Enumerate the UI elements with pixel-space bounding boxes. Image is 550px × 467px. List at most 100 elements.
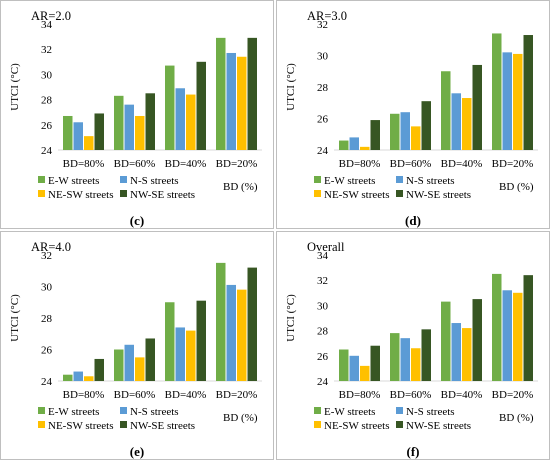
y-tick-label: 32 (41, 44, 52, 56)
y-tick-label: 30 (317, 300, 329, 312)
chart-title: AR=2.0 (31, 9, 71, 23)
panel-label: (d) (405, 213, 421, 228)
x-tick-label: BD=80% (63, 158, 105, 170)
bar (400, 112, 410, 150)
legend-swatch (396, 190, 403, 197)
bar (247, 37, 257, 150)
bar (186, 330, 196, 381)
bar (523, 35, 533, 150)
bar (441, 71, 451, 150)
y-tick-label: 24 (41, 145, 53, 157)
bar (124, 104, 134, 150)
chart-panel: 24 26 28 30 32 34 UTCI (°C) AR=2.0 BD=80% BD=60% B… (0, 0, 274, 229)
bar (63, 374, 73, 381)
legend-swatch (120, 176, 127, 183)
bar (175, 88, 185, 150)
bar (196, 300, 206, 381)
legend-swatch (314, 176, 321, 183)
y-tick-label: 24 (317, 376, 329, 388)
legend-label: E-W streets (48, 175, 99, 187)
y-tick-label: 26 (317, 351, 329, 363)
bar (492, 273, 502, 381)
legend-label: N-S streets (406, 406, 455, 418)
legend-label: NE-SW streets (324, 420, 389, 432)
x-tick-label: BD=80% (339, 389, 381, 401)
y-tick-label: 26 (41, 120, 53, 132)
x-tick-label: BD=40% (441, 389, 483, 401)
legend-swatch (314, 407, 321, 414)
legend-label: NW-SE streets (130, 189, 195, 201)
bar (114, 95, 124, 150)
bar (216, 37, 226, 150)
x-tick-label: BD=60% (390, 158, 432, 170)
bar (400, 338, 410, 381)
x-axis-label: BD (%) (499, 412, 534, 424)
y-tick-label: 34 (317, 250, 329, 262)
bar (349, 137, 359, 150)
legend-label: E-W streets (48, 406, 99, 418)
bar (370, 120, 380, 150)
bar (196, 61, 206, 150)
legend-swatch (38, 421, 45, 428)
bar (135, 115, 145, 150)
legend-swatch (38, 190, 45, 197)
bar (370, 345, 380, 381)
y-tick-label: 30 (41, 282, 53, 294)
legend-label: NE-SW streets (324, 189, 389, 201)
bar (226, 284, 236, 381)
bar (145, 338, 155, 381)
x-tick-label: BD=20% (492, 389, 534, 401)
x-axis-label: BD (%) (223, 181, 258, 193)
x-tick-label: BD=20% (216, 389, 258, 401)
legend-label: N-S streets (130, 406, 179, 418)
bar (135, 357, 145, 381)
legend-label: E-W streets (324, 175, 375, 187)
x-axis-label: BD (%) (499, 181, 534, 193)
y-tick-label: 32 (41, 250, 52, 262)
y-tick-label: 30 (41, 69, 53, 81)
legend-swatch (396, 407, 403, 414)
x-tick-label: BD=60% (390, 389, 432, 401)
legend-label: NE-SW streets (48, 189, 113, 201)
legend-label: E-W streets (324, 406, 375, 418)
chart-panel: 24 26 28 30 32 34 UTCI (°C) Overall BD=80% BD=60%… (276, 231, 550, 460)
x-tick-label: BD=20% (492, 158, 534, 170)
legend-swatch (314, 421, 321, 428)
x-tick-label: BD=60% (114, 389, 156, 401)
y-tick-label: 24 (41, 376, 53, 388)
legend-swatch (314, 190, 321, 197)
x-tick-label: BD=80% (339, 158, 381, 170)
bar (165, 65, 175, 150)
y-tick-label: 26 (41, 345, 53, 357)
legend-label: N-S streets (406, 175, 455, 187)
bar (84, 136, 94, 150)
bar (339, 349, 349, 381)
panel-label: (f) (407, 444, 420, 459)
legend-swatch (396, 176, 403, 183)
y-axis-label: UTCI (°C) (285, 63, 297, 111)
bar (216, 262, 226, 381)
legend-swatch (120, 407, 127, 414)
x-tick-label: BD=60% (114, 158, 156, 170)
y-tick-label: 26 (317, 114, 329, 126)
y-tick-label: 32 (317, 275, 328, 287)
bar (451, 323, 461, 381)
x-tick-label: BD=80% (63, 389, 105, 401)
x-tick-label: BD=40% (441, 158, 483, 170)
legend-swatch (396, 421, 403, 428)
bar (390, 113, 400, 150)
y-tick-label: 28 (41, 313, 53, 325)
y-tick-label: 34 (41, 19, 53, 31)
bar (421, 101, 431, 150)
legend-swatch (120, 190, 127, 197)
y-axis-label: UTCI (°C) (9, 63, 21, 111)
chart-panel: 24 26 28 30 32 UTCI (°C) AR=3.0 BD=80% BD=60% BD=… (276, 0, 550, 229)
legend-label: NE-SW streets (48, 420, 113, 432)
bar (226, 52, 236, 151)
legend-label: NW-SE streets (406, 189, 471, 201)
legend-swatch (38, 176, 45, 183)
legend-label: N-S streets (130, 175, 179, 187)
y-tick-label: 28 (317, 82, 329, 94)
bar (421, 329, 431, 381)
chart-title: AR=3.0 (307, 9, 347, 23)
